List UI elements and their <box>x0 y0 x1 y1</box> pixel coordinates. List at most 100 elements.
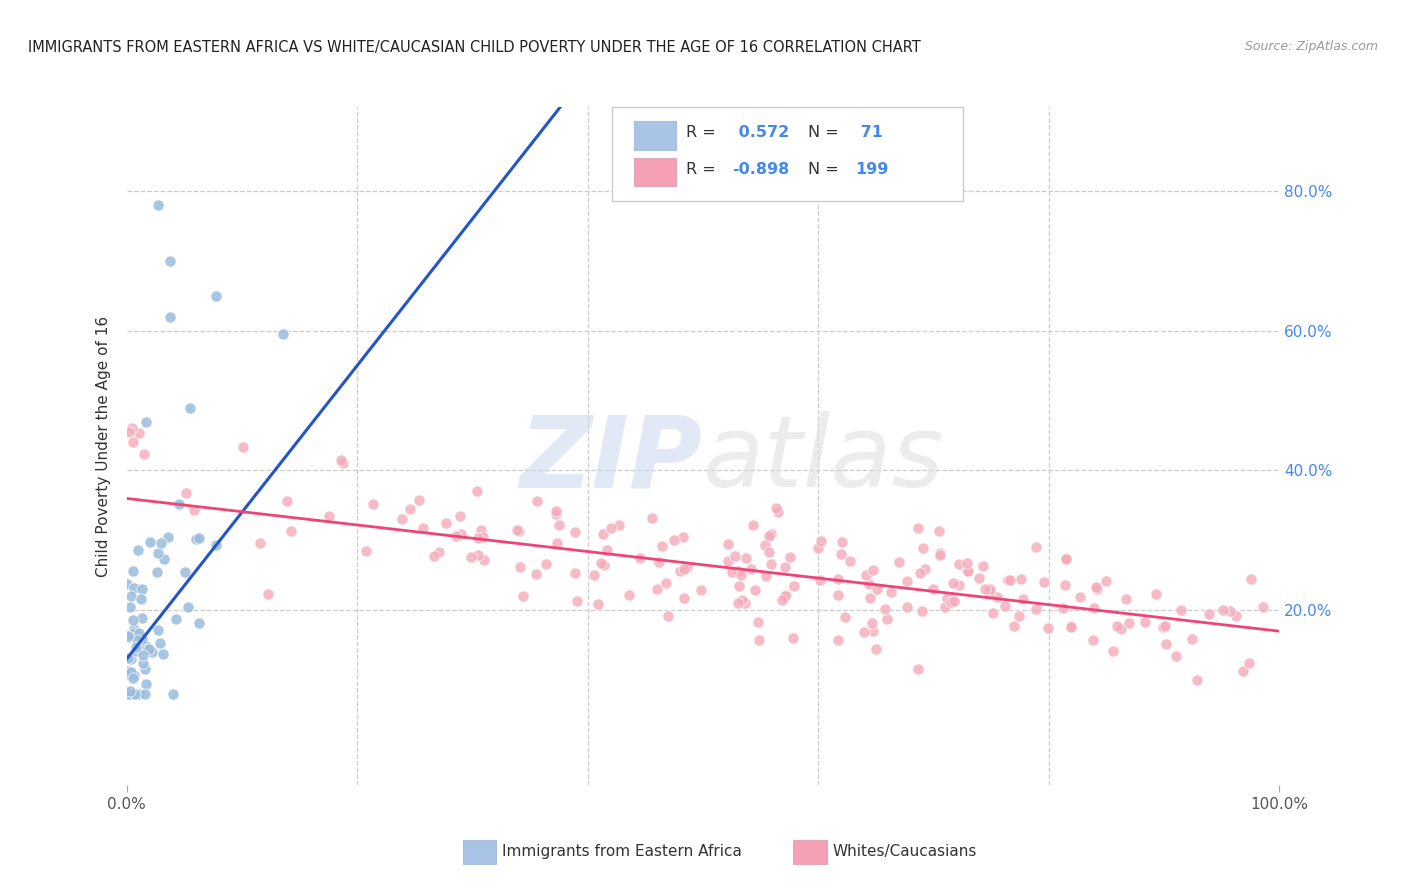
Point <box>446 529 468 543</box>
Point <box>131 632 153 646</box>
Point <box>125 644 148 658</box>
Point <box>120 590 142 604</box>
Point <box>149 636 172 650</box>
Point <box>744 583 766 598</box>
Point <box>1115 591 1137 606</box>
Point <box>1240 572 1263 586</box>
Point <box>759 526 782 541</box>
Point <box>152 552 174 566</box>
Point <box>742 518 765 533</box>
Point <box>593 558 616 573</box>
Point <box>564 524 586 539</box>
Y-axis label: Child Poverty Under the Age of 16: Child Poverty Under the Age of 16 <box>96 316 111 576</box>
Point <box>188 616 211 631</box>
Point <box>412 521 434 535</box>
Point <box>118 630 141 644</box>
Point <box>1170 603 1192 617</box>
Point <box>876 612 898 626</box>
Point <box>332 456 354 470</box>
Point <box>128 687 150 701</box>
Point <box>1008 608 1031 623</box>
Point <box>122 614 145 628</box>
Point <box>117 687 139 701</box>
Point <box>470 523 492 537</box>
Point <box>422 549 444 563</box>
Point <box>183 503 205 517</box>
Point <box>121 421 143 435</box>
Point <box>655 576 678 591</box>
Point <box>827 588 849 602</box>
Point <box>731 592 754 607</box>
Point <box>586 597 609 611</box>
Point <box>1002 619 1025 633</box>
Point <box>728 579 751 593</box>
Point <box>994 599 1017 613</box>
Point <box>860 615 883 630</box>
Point <box>1198 607 1220 621</box>
Point <box>134 662 156 676</box>
Point <box>450 527 472 541</box>
Point <box>853 625 876 640</box>
Point <box>979 585 1001 599</box>
Point <box>956 564 979 578</box>
Point <box>1232 664 1254 678</box>
Point <box>808 574 831 588</box>
Text: Whites/Caucasians: Whites/Caucasians <box>832 845 977 859</box>
Text: R =: R = <box>686 126 721 140</box>
Point <box>922 582 945 596</box>
Point <box>165 612 187 626</box>
Point <box>128 625 150 640</box>
Point <box>779 549 801 564</box>
Point <box>159 253 181 268</box>
Point <box>526 494 548 508</box>
Point <box>979 582 1001 596</box>
Point <box>664 533 686 547</box>
Point <box>855 568 877 582</box>
Point <box>956 556 979 570</box>
Point <box>146 198 169 212</box>
Point <box>948 558 970 572</box>
Point <box>173 565 195 579</box>
Point <box>773 560 796 574</box>
Point <box>159 310 181 324</box>
Point <box>973 582 995 597</box>
Point <box>875 602 897 616</box>
Point <box>896 574 918 588</box>
Point <box>740 562 762 576</box>
Point <box>1133 615 1156 630</box>
Point <box>117 664 139 678</box>
Point <box>747 632 769 647</box>
Point <box>121 564 143 578</box>
Point <box>205 289 228 303</box>
Point <box>862 624 884 639</box>
Point <box>120 665 142 679</box>
Point <box>117 651 139 665</box>
Point <box>524 567 547 582</box>
Point <box>276 494 298 508</box>
Point <box>427 545 450 559</box>
Point <box>910 566 932 580</box>
Point <box>724 549 747 563</box>
Text: R =: R = <box>686 162 721 177</box>
Point <box>122 622 145 636</box>
Point <box>472 531 495 545</box>
Point <box>880 584 903 599</box>
Point <box>544 507 567 521</box>
Point <box>120 687 142 701</box>
Point <box>548 517 571 532</box>
Point <box>673 591 696 605</box>
Point <box>148 546 170 560</box>
Point <box>467 531 489 545</box>
Point <box>564 566 586 580</box>
Point <box>179 401 201 415</box>
Point <box>907 521 929 535</box>
Point <box>1010 572 1032 586</box>
Point <box>118 668 141 682</box>
Point <box>676 560 699 574</box>
Point <box>929 545 952 559</box>
Point <box>135 639 157 653</box>
Text: ZIP: ZIP <box>520 411 703 508</box>
Point <box>730 567 752 582</box>
Point <box>273 327 295 342</box>
Text: Source: ZipAtlas.com: Source: ZipAtlas.com <box>1244 40 1378 54</box>
